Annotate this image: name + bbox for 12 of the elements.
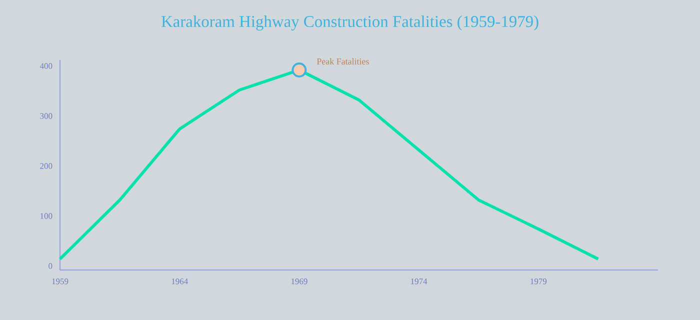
y-tick-label: 0 bbox=[48, 263, 52, 269]
x-tick-label: 1964 bbox=[172, 278, 188, 284]
y-tick-label: 400 bbox=[40, 63, 52, 69]
y-tick-label: 300 bbox=[40, 113, 52, 119]
y-tick-label: 200 bbox=[40, 163, 52, 169]
x-tick-label: 1969 bbox=[291, 278, 308, 284]
y-tick-label: 100 bbox=[40, 213, 52, 219]
x-tick-label: 1974 bbox=[411, 278, 428, 284]
annotation: Peak Fatalities bbox=[316, 58, 369, 64]
x-tick-label: 1959 bbox=[52, 278, 68, 284]
x-tick-label: 1979 bbox=[530, 278, 547, 284]
chart-title: Karakoram Highway Construction Fatalities (1959-1979) bbox=[161, 16, 538, 30]
